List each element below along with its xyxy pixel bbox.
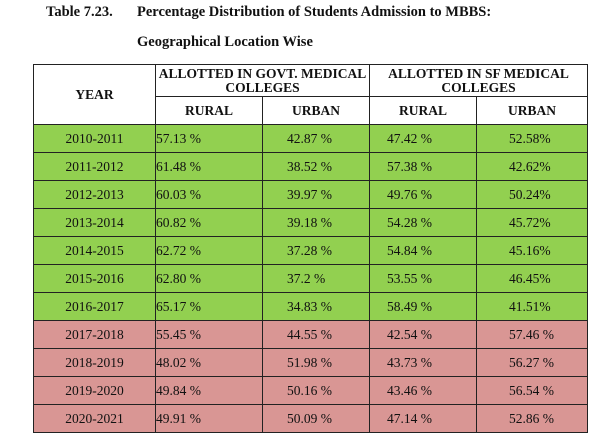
admission-table: YEAR ALLOTTED IN GOVT. MEDICAL COLLEGES …	[33, 63, 588, 433]
govt-urban-cell: 39.18 %	[262, 208, 370, 237]
year-cell: 2020-2021	[33, 404, 156, 433]
year-cell: 2011-2012	[33, 152, 156, 181]
table-row: 2019-2020 49.84 % 50.16 % 43.46 % 56.54 …	[33, 376, 588, 405]
govt-rural-cell: 62.72 %	[155, 236, 263, 265]
govt-urban-cell: 39.97 %	[262, 180, 370, 209]
table-row: 2012-2013 60.03 % 39.97 % 49.76 % 50.24%	[33, 180, 588, 209]
header-govt-urban: URBAN	[262, 96, 370, 125]
govt-rural-cell: 61.48 %	[155, 152, 263, 181]
sf-rural-cell: 43.73 %	[369, 348, 477, 377]
sf-urban-cell: 45.16%	[476, 236, 588, 265]
sf-urban-cell: 42.62%	[476, 152, 588, 181]
header-sf-urban: URBAN	[476, 96, 588, 125]
sf-urban-cell: 56.54 %	[476, 376, 588, 405]
govt-rural-cell: 48.02 %	[155, 348, 263, 377]
table-row: 2011-2012 61.48 % 38.52 % 57.38 % 42.62%	[33, 152, 588, 181]
sf-urban-cell: 52.58%	[476, 124, 588, 153]
sf-rural-cell: 43.46 %	[369, 376, 477, 405]
sf-rural-cell: 47.14 %	[369, 404, 477, 433]
year-cell: 2012-2013	[33, 180, 156, 209]
govt-rural-cell: 49.84 %	[155, 376, 263, 405]
sf-urban-cell: 56.27 %	[476, 348, 588, 377]
govt-urban-cell: 37.2 %	[262, 264, 370, 293]
table-row: 2013-2014 60.82 % 39.18 % 54.28 % 45.72%	[33, 208, 588, 237]
year-cell: 2010-2011	[33, 124, 156, 153]
govt-urban-cell: 37.28 %	[262, 236, 370, 265]
header-govt-rural: RURAL	[155, 96, 263, 125]
header-sf-rural: RURAL	[369, 96, 477, 125]
year-cell: 2017-2018	[33, 320, 156, 349]
govt-rural-cell: 55.45 %	[155, 320, 263, 349]
year-cell: 2015-2016	[33, 264, 156, 293]
sf-urban-cell: 41.51%	[476, 292, 588, 321]
govt-rural-cell: 60.03 %	[155, 180, 263, 209]
table-row: 2018-2019 48.02 % 51.98 % 43.73 % 56.27 …	[33, 348, 588, 377]
header-sf-colleges: ALLOTTED IN SF MEDICAL COLLEGES	[369, 63, 588, 98]
table-row: 2015-2016 62.80 % 37.2 % 53.55 % 46.45%	[33, 264, 588, 293]
table-row: 2014-2015 62.72 % 37.28 % 54.84 % 45.16%	[33, 236, 588, 265]
sf-urban-cell: 52.86 %	[476, 404, 588, 433]
sf-rural-cell: 53.55 %	[369, 264, 477, 293]
header-year: YEAR	[33, 64, 156, 125]
sf-rural-cell: 49.76 %	[369, 180, 477, 209]
govt-urban-cell: 50.16 %	[262, 376, 370, 405]
year-cell: 2014-2015	[33, 236, 156, 265]
sf-urban-cell: 46.45%	[476, 264, 588, 293]
year-cell: 2016-2017	[33, 292, 156, 321]
govt-urban-cell: 50.09 %	[262, 404, 370, 433]
year-cell: 2018-2019	[33, 348, 156, 377]
govt-urban-cell: 38.52 %	[262, 152, 370, 181]
govt-rural-cell: 62.80 %	[155, 264, 263, 293]
sf-rural-cell: 42.54 %	[369, 320, 477, 349]
sf-urban-cell: 50.24%	[476, 180, 588, 209]
sf-rural-cell: 57.38 %	[369, 152, 477, 181]
govt-urban-cell: 34.83 %	[262, 292, 370, 321]
govt-rural-cell: 49.91 %	[155, 404, 263, 433]
table-number: Table 7.23.	[46, 4, 113, 20]
table-title-line1: Percentage Distribution of Students Admi…	[137, 4, 492, 20]
govt-urban-cell: 44.55 %	[262, 320, 370, 349]
sf-rural-cell: 47.42 %	[369, 124, 477, 153]
govt-rural-cell: 65.17 %	[155, 292, 263, 321]
govt-rural-cell: 57.13 %	[155, 124, 263, 153]
sf-urban-cell: 45.72%	[476, 208, 588, 237]
govt-urban-cell: 51.98 %	[262, 348, 370, 377]
header-govt-colleges: ALLOTTED IN GOVT. MEDICAL COLLEGES	[155, 63, 370, 98]
year-cell: 2019-2020	[33, 376, 156, 405]
sf-rural-cell: 58.49 %	[369, 292, 477, 321]
table-title-line2: Geographical Location Wise	[137, 34, 313, 50]
govt-urban-cell: 42.87 %	[262, 124, 370, 153]
govt-rural-cell: 60.82 %	[155, 208, 263, 237]
year-cell: 2013-2014	[33, 208, 156, 237]
table-row: 2010-2011 57.13 % 42.87 % 47.42 % 52.58%	[33, 124, 588, 153]
table-row: 2017-2018 55.45 % 44.55 % 42.54 % 57.46 …	[33, 320, 588, 349]
sf-rural-cell: 54.28 %	[369, 208, 477, 237]
sf-urban-cell: 57.46 %	[476, 320, 588, 349]
table-row: 2020-2021 49.91 % 50.09 % 47.14 % 52.86 …	[33, 404, 588, 433]
table-row: 2016-2017 65.17 % 34.83 % 58.49 % 41.51%	[33, 292, 588, 321]
sf-rural-cell: 54.84 %	[369, 236, 477, 265]
